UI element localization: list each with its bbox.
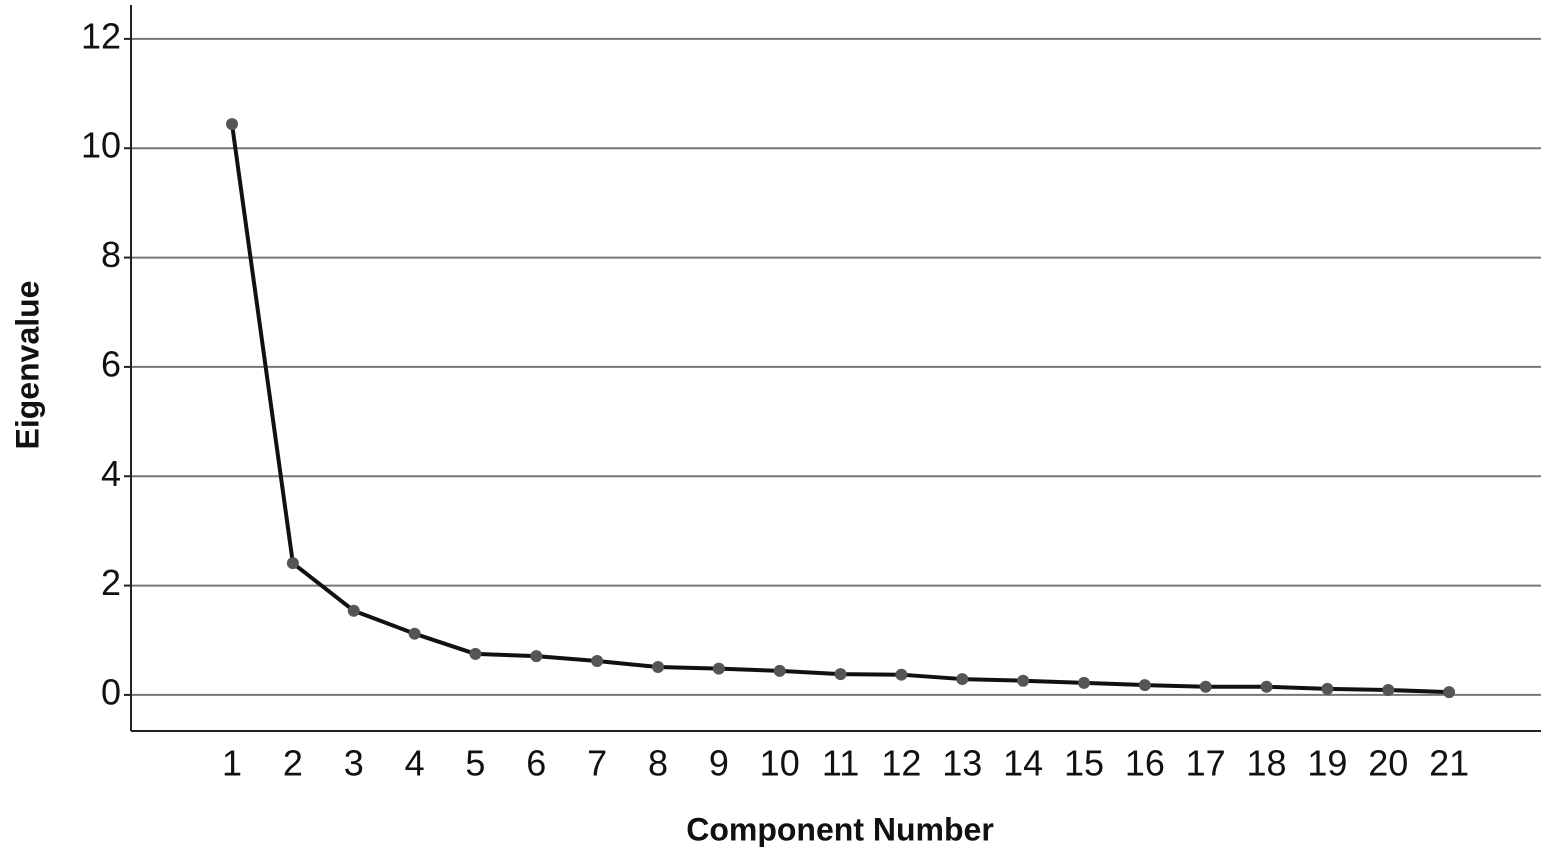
y-tick-label: 10 [81, 125, 121, 166]
point [347, 604, 360, 617]
point [226, 118, 239, 131]
point [286, 557, 299, 570]
x-tick-label: 4 [405, 743, 425, 784]
point [1199, 680, 1212, 693]
point [591, 655, 604, 668]
x-tick-label: 17 [1186, 743, 1226, 784]
x-tick-label: 8 [648, 743, 668, 784]
x-tick-label: 19 [1307, 743, 1347, 784]
x-tick-label: 11 [822, 743, 859, 784]
x-tick-label: 16 [1125, 743, 1165, 784]
x-tick-label: 12 [881, 743, 921, 784]
point [895, 668, 908, 681]
point [834, 668, 847, 681]
y-tick-label: 0 [101, 671, 121, 712]
x-tick-label: 13 [942, 743, 982, 784]
y-tick-label: 4 [101, 453, 121, 494]
point [469, 647, 482, 660]
x-tick-label: 21 [1429, 743, 1469, 784]
point [530, 650, 543, 663]
x-tick-label: 14 [1003, 743, 1043, 784]
x-tick-label: 15 [1064, 743, 1104, 784]
point [1321, 682, 1334, 695]
point [1443, 686, 1456, 699]
point [712, 662, 725, 675]
x-tick-label: 9 [709, 743, 729, 784]
y-tick-label: 12 [81, 15, 121, 56]
point [1077, 676, 1090, 689]
x-tick-label: 20 [1368, 743, 1408, 784]
x-tick-label: 6 [526, 743, 546, 784]
x-tick-label: 7 [587, 743, 607, 784]
point [1138, 679, 1151, 692]
line [230, 123, 1450, 695]
point [408, 627, 421, 640]
x-tick-label: 10 [760, 743, 800, 784]
x-tick-label: 2 [283, 743, 303, 784]
y-tick-label: 6 [101, 343, 121, 384]
x-tick-label: 5 [465, 743, 485, 784]
x-tick-label: 18 [1247, 743, 1287, 784]
point [652, 661, 665, 674]
y-tick-label: 2 [101, 562, 121, 603]
y-tick-label: 8 [101, 234, 121, 275]
y-axis-title: Eigenvalue [9, 281, 45, 450]
point [1260, 680, 1273, 693]
x-axis-title: Component Number [686, 811, 994, 847]
point [1017, 674, 1030, 687]
point [773, 664, 786, 677]
x-tick-label: 1 [222, 743, 242, 784]
x-tick-label: 3 [344, 743, 364, 784]
point [956, 673, 969, 686]
point [1382, 683, 1395, 696]
